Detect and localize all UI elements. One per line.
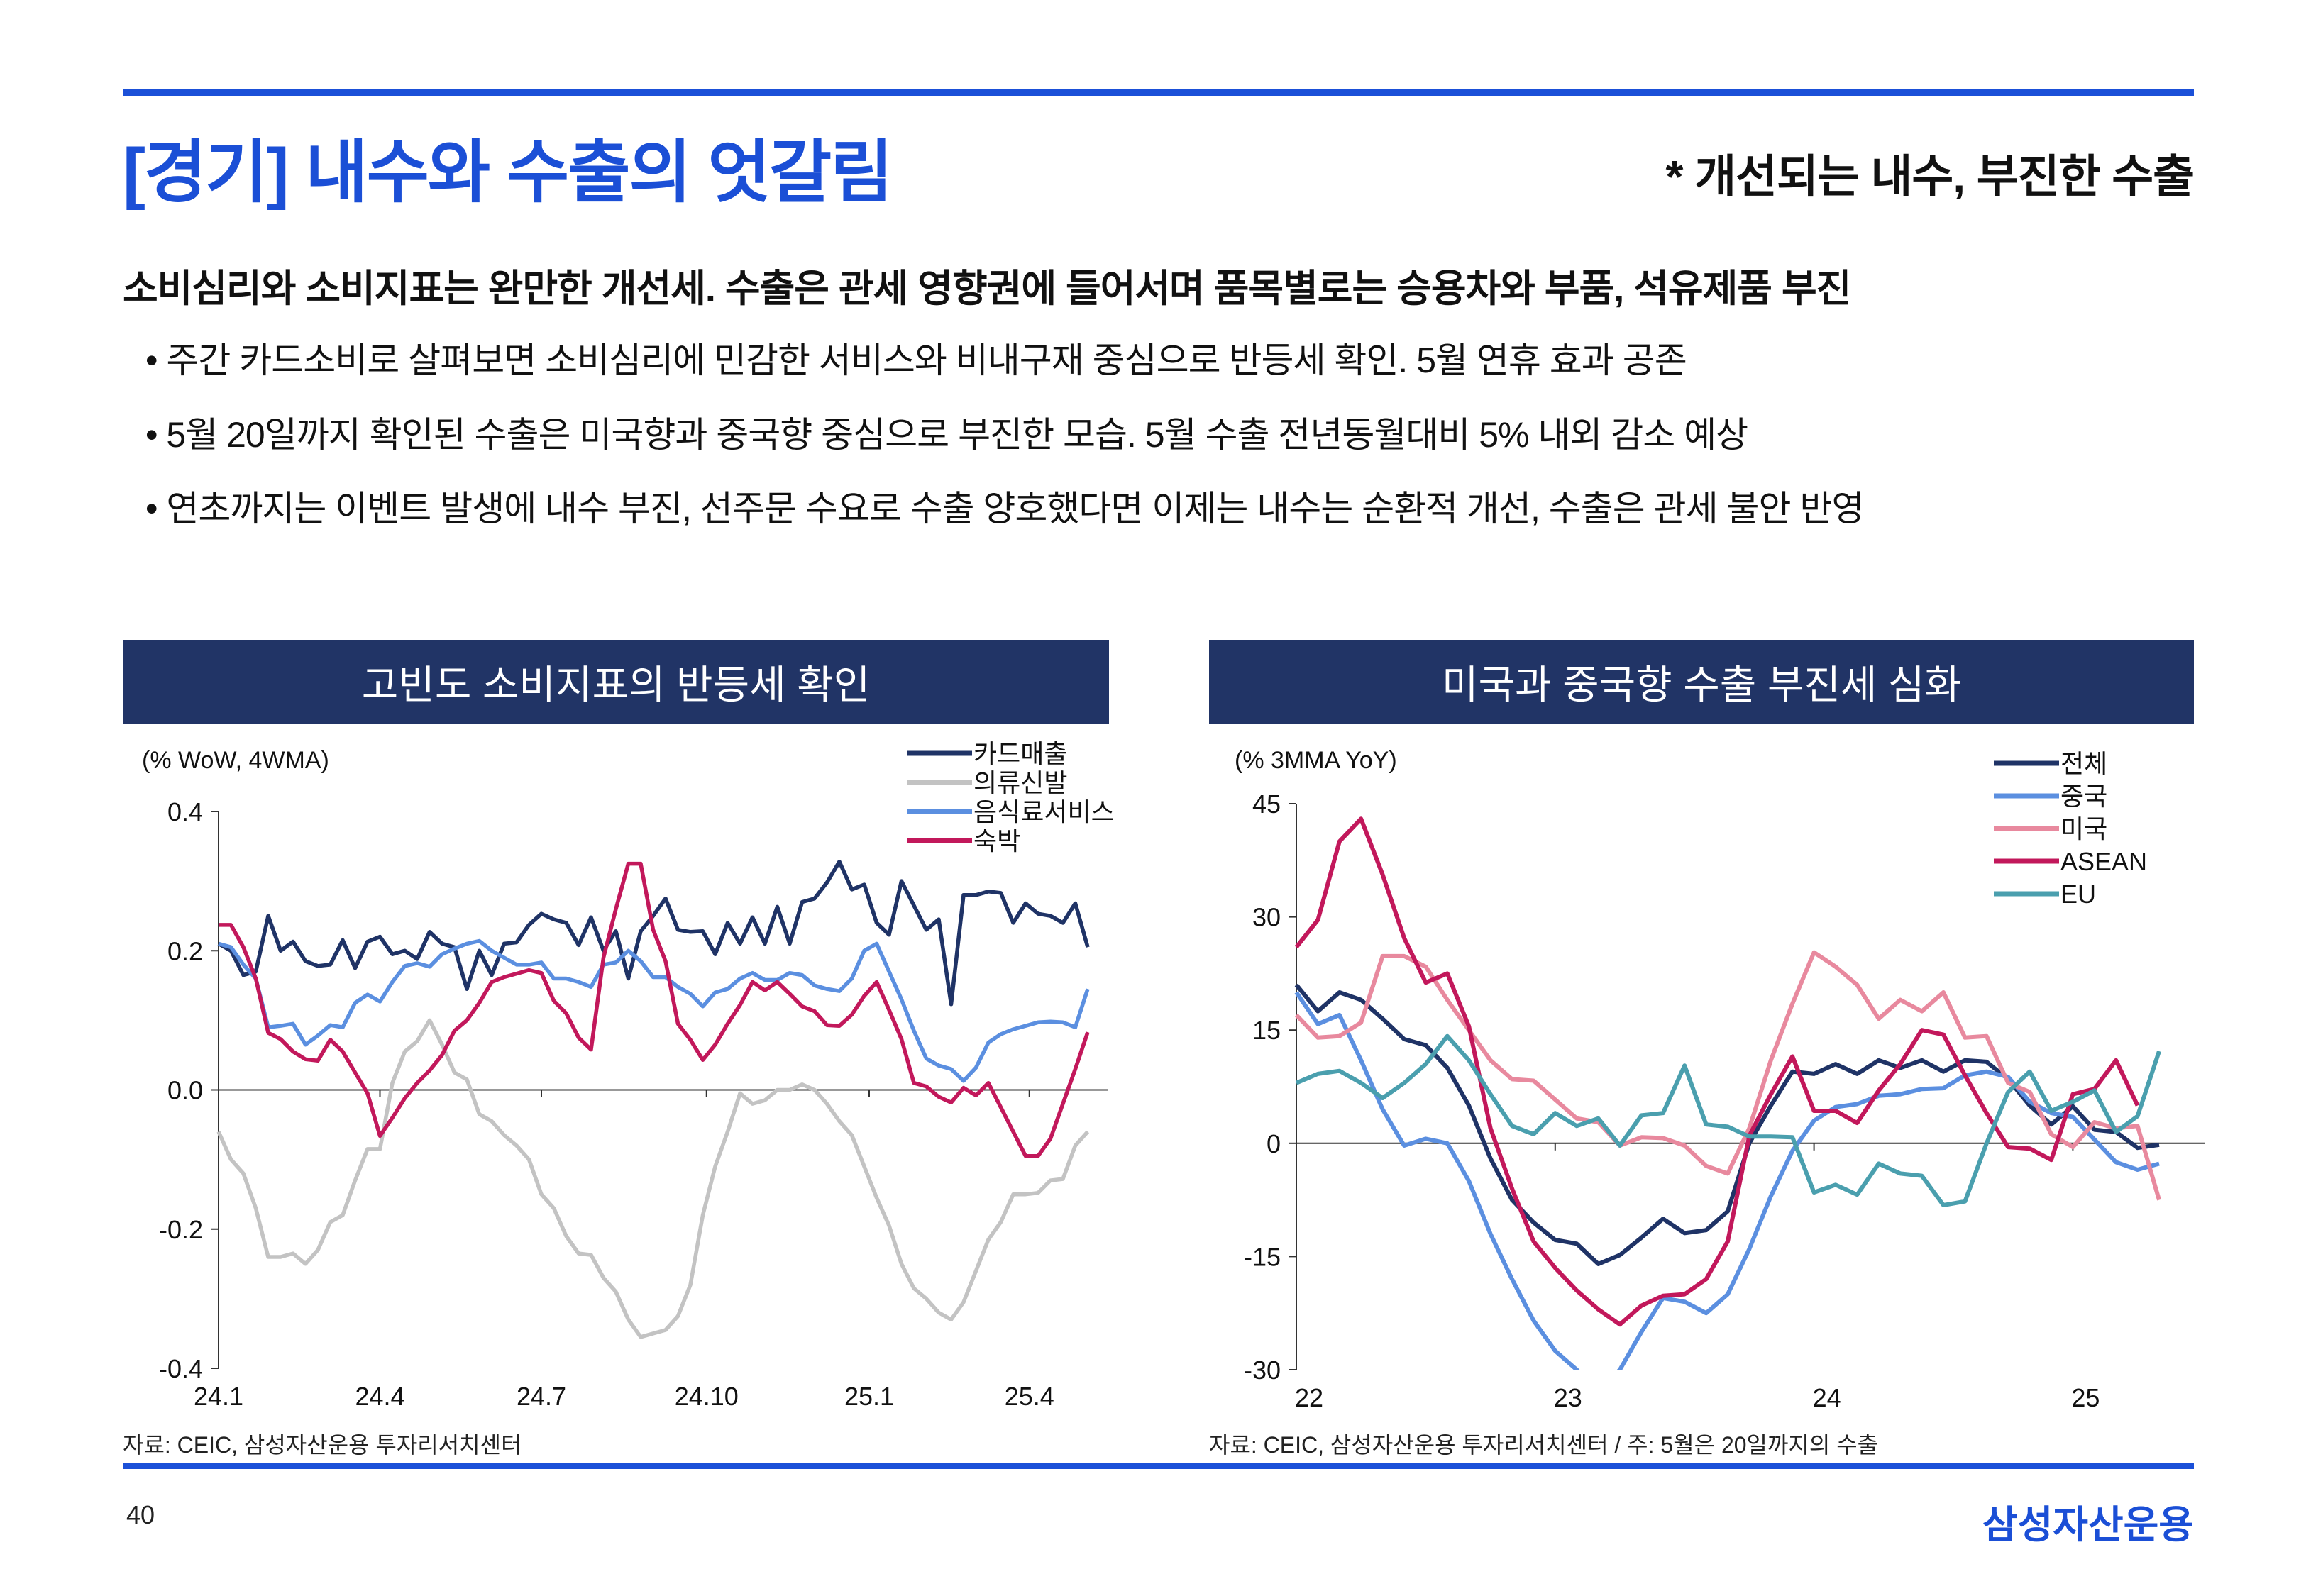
page-title: [경기] 내수와 수출의 엇갈림 (123, 135, 893, 211)
series-line-숙박 (219, 861, 1090, 1158)
x-tick-label: 24.1 (194, 1382, 243, 1411)
x-tick-label: 24 (1813, 1383, 1841, 1412)
y-tick-label: 45 (1252, 789, 1281, 819)
y-tick-label: 30 (1252, 903, 1281, 932)
x-tick-label: 22 (1295, 1383, 1323, 1412)
bottom-rule (123, 1463, 2194, 1469)
y-tick-label: 15 (1252, 1016, 1281, 1045)
legend-label: 중국 (2060, 782, 2107, 811)
x-tick-label: 25.4 (1005, 1382, 1054, 1411)
bullet-item: 주간 카드소비로 살펴보면 소비심리에 민감한 서비스와 비내구재 중심으로 반… (145, 332, 1687, 383)
x-tick-label: 24.4 (355, 1382, 404, 1411)
series-line-미국 (1294, 950, 2161, 1201)
y-tick-label: 0.2 (167, 936, 203, 965)
page-number: 40 (126, 1500, 155, 1529)
x-tick-label: 24.10 (675, 1382, 739, 1411)
x-tick-label: 25.1 (844, 1382, 894, 1411)
series-line-카드매출 (217, 859, 1090, 1007)
y-tick-label: 0.0 (167, 1076, 203, 1105)
legend-label: EU (2060, 880, 2096, 909)
legend-label: 카드매출 (973, 739, 1067, 768)
x-tick-label: 24.7 (517, 1382, 566, 1411)
page-subtitle: * 개선되는 내수, 부진한 수출 (1665, 151, 2195, 202)
unit-label: (% WoW, 4WMA) (142, 747, 329, 774)
legend-label: 숙박 (973, 826, 1020, 855)
series-line-음식료서비스 (218, 938, 1090, 1083)
x-tick-label: 25 (2071, 1383, 2100, 1412)
series-line-의류신발 (216, 1018, 1090, 1339)
series-line-전체 (1294, 983, 2160, 1266)
unit-label: (% 3MMA YoY) (1235, 747, 1397, 774)
bullet-item: 연초까지는 이벤트 발생에 내수 부진, 선주문 수요로 수출 양호했다면 이제… (145, 480, 1864, 531)
company-logo: 삼성자산운용 (1982, 1504, 2194, 1546)
series-line-ASEAN (1294, 816, 2140, 1327)
source-note: 자료: CEIC, 삼성자산운용 투자리서치센터 / 주: 5월은 20일까지의… (1209, 1432, 1879, 1458)
chart-title-exports: 미국과 중국향 수출 부진세 심화 (1209, 640, 2194, 724)
y-tick-label: -30 (1244, 1356, 1281, 1385)
bullet-item: 5월 20일까지 확인된 수출은 미국향과 중국향 중심으로 부진한 모습. 5… (145, 406, 1748, 458)
top-rule (123, 89, 2194, 96)
y-tick-label: -15 (1244, 1242, 1281, 1271)
legend-label: 미국 (2060, 814, 2107, 843)
legend-label: 전체 (2060, 749, 2107, 778)
y-tick-label: 0 (1267, 1129, 1281, 1158)
y-tick-label: -0.4 (159, 1354, 203, 1383)
headline: 소비심리와 소비지표는 완만한 개선세. 수출은 관세 영향권에 들어서며 품목… (123, 267, 1851, 310)
legend-label: ASEAN (2060, 847, 2147, 876)
x-tick-label: 23 (1554, 1383, 1582, 1412)
source-note: 자료: CEIC, 삼성자산운용 투자리서치센터 (123, 1432, 522, 1458)
y-tick-label: 0.4 (167, 797, 203, 826)
series-line-중국 (1294, 991, 2160, 1370)
legend-label: 음식료서비스 (973, 797, 1115, 826)
series-line-EU (1295, 1033, 2161, 1207)
chart-title-consumption: 고빈도 소비지표의 반등세 확인 (123, 640, 1109, 724)
legend-label: 의류신발 (973, 768, 1067, 797)
y-tick-label: -0.2 (159, 1215, 203, 1244)
